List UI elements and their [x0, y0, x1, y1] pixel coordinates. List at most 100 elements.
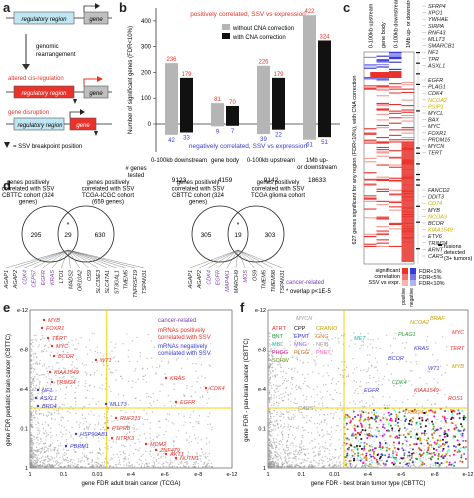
- scatter-xtick: e-4: [127, 472, 135, 478]
- d-gene-label: TMEM5: [124, 269, 130, 289]
- e-legend-neg: mRNAs negatively: [158, 344, 207, 350]
- c-gene-label: RNF43: [428, 30, 446, 36]
- f-gene-label: MYCN: [296, 316, 312, 322]
- d-legend-overlap: * overlap p<1E-5: [286, 289, 332, 295]
- e-gene-label: AKT1: [169, 452, 184, 458]
- c-legend-blue-swatch: [410, 268, 416, 274]
- panel-f-letter: f: [240, 300, 245, 315]
- b-bar: [257, 65, 270, 124]
- c-gene-label: NF1: [428, 50, 438, 56]
- svg-text:correlated with SSV: correlated with SSV: [158, 351, 211, 357]
- e-gene-label: PBRM1: [70, 444, 89, 450]
- scatter-ylabel: gene FDR - pan-brain cancer (CBTTC): [244, 338, 250, 441]
- b-neg-bar: [180, 124, 193, 133]
- scatter-xtick: 0.01: [92, 472, 103, 478]
- svg-text:gene: gene: [89, 91, 103, 97]
- c-col-label: 1Mb up- or downstream: [406, 0, 412, 48]
- d-venn-title: TCGA glioma cohort: [251, 193, 305, 199]
- d-gene-label: TMEM5: [262, 269, 268, 289]
- e-gene-label: PTPRB: [112, 426, 131, 432]
- f-tumor-type: MNG: [294, 342, 307, 348]
- b-neg-bar: [318, 124, 331, 138]
- b-legend-without-swatch: [222, 24, 230, 30]
- e-gene-label: TRIM24: [56, 380, 76, 386]
- panel-c-letter: c: [343, 0, 351, 15]
- c-gene-label: PRDM16: [428, 137, 451, 143]
- e-gene-label: TERT: [52, 336, 67, 342]
- b-neg-bar: [211, 124, 224, 127]
- c-fusions-label: fusions: [444, 244, 462, 250]
- b-genes-tested: 9123: [172, 177, 187, 184]
- f-tumor-type: SCHW: [272, 358, 290, 364]
- d-gene-label: KRAS: [50, 270, 56, 285]
- b-category-label: gene body: [211, 158, 239, 164]
- d-gene-label: AGAP2: [197, 270, 203, 289]
- panel-f-scatter: 1 0.1 0.01 e-4 e-6 e-8 e-12 1 0.1 e-4 e-8 e-12 gene …: [244, 308, 474, 487]
- c-gene-label: CDK4: [428, 91, 443, 97]
- b-neg-bar: [272, 124, 285, 130]
- c-gene-label: DDIT3: [428, 195, 445, 201]
- b-tested-label: # genes: [125, 166, 146, 172]
- b-category-label: 0-100kb downstream: [151, 158, 207, 164]
- scatter-ytick: e-4: [258, 387, 266, 393]
- scatter-xtick: 1: [266, 472, 269, 478]
- d-venn-title: genes positively: [7, 180, 50, 186]
- c-gene-label: BCOR: [428, 221, 444, 227]
- scatter-xtick: 0.1: [298, 472, 306, 478]
- c-gene-label: MYCN: [428, 144, 444, 150]
- c-gene-label: TPR: [428, 57, 439, 63]
- svg-text:correlated with SSV: correlated with SSV: [158, 335, 211, 341]
- breakpoint-legend: = SSV breakpoint position: [13, 144, 82, 150]
- c-gene-label: MYCL: [428, 111, 443, 117]
- e-gene-label: KRAS: [170, 376, 185, 382]
- c-gene-label: ASXL1: [427, 63, 445, 69]
- f-tumor-type: EPMT: [294, 334, 310, 340]
- c-gene-label: SMARCB1: [428, 44, 455, 50]
- c-gene-label: TERT: [428, 151, 443, 157]
- f-gene-label: TRIM24: [404, 410, 424, 416]
- d-count: 295: [31, 232, 42, 239]
- c-fdr-label: FDR<5%: [419, 275, 442, 281]
- rearrangement-label: genomic: [36, 44, 59, 50]
- f-tumor-type: CRANIO: [316, 326, 338, 332]
- c-legend-blue-swatch: [410, 280, 416, 286]
- d-venn-circle: [57, 205, 115, 263]
- c-gene-label: EGFR: [428, 78, 443, 84]
- f-tumor-type: PNET: [316, 350, 331, 356]
- e-gene-label: NTRK3: [116, 436, 135, 442]
- f-gene-label: CARS: [298, 406, 314, 412]
- c-gene-label: XPO1: [427, 11, 443, 17]
- b-bar-label: 179: [181, 72, 192, 78]
- e-gene-label: MLLT3: [110, 402, 128, 408]
- b-neg-bar: [303, 124, 316, 140]
- scatter-ytick: 0.1: [258, 427, 266, 433]
- c-gene-label: FOXR1: [428, 131, 446, 137]
- b-bar: [180, 77, 193, 124]
- f-gene-label: MET: [354, 336, 366, 342]
- d-venn-title: (659 genes): [92, 200, 124, 206]
- svg-text:(3+ tumors): (3+ tumors): [444, 256, 472, 262]
- b-genes-tested: 9142: [264, 177, 279, 184]
- d-venn-title: correlated with SSV: [252, 187, 305, 193]
- gene-box: [83, 11, 109, 25]
- svg-text:tested: tested: [128, 173, 144, 179]
- e-gene-label: NUTM1: [180, 456, 199, 462]
- e-gene-label: MYB: [48, 318, 60, 324]
- scatter-xlabel: gene FDR - best brain tumor type (CBTTC): [311, 481, 426, 487]
- f-tumor-type: PHGG: [272, 350, 288, 356]
- b-pos-title: positively correlated, SSV vs expression: [190, 11, 306, 18]
- c-gene-label: SFRP4: [428, 4, 446, 10]
- b-ytick: 100: [141, 96, 152, 102]
- f-gene-label: NCOA2: [410, 320, 429, 326]
- e-gene-label: ASXL1: [39, 396, 57, 402]
- e-legend-pos: mRNAs positively: [158, 328, 205, 334]
- c-gene-label: MYB: [428, 208, 440, 214]
- svg-text:SSV vs expr.: SSV vs expr.: [369, 280, 401, 286]
- c-legend-red-swatch: [402, 280, 408, 286]
- c-gene-label: ARNT: [427, 247, 444, 253]
- d-gene-label: MOS: [243, 270, 249, 283]
- d-count: 303: [265, 232, 276, 239]
- scatter-xtick: 1: [28, 472, 31, 478]
- c-fdr-label: FDR<1%: [419, 269, 442, 275]
